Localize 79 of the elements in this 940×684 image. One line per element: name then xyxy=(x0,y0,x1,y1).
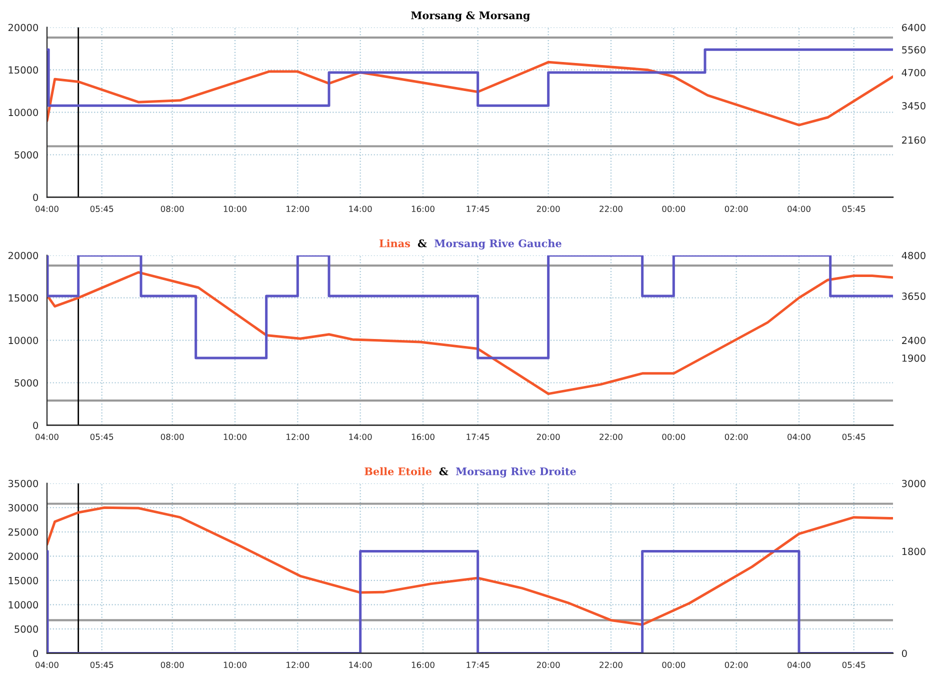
y-tick-label: 15000 xyxy=(8,66,38,74)
y-tick-label: 0 xyxy=(33,194,38,202)
x-tick-label: 00:00 xyxy=(662,434,686,440)
x-tick-label: 05:45 xyxy=(90,662,114,668)
y2-tick-label: 4700 xyxy=(902,68,926,76)
x-tick-label: 17:45 xyxy=(466,206,490,212)
x-tick-label: 02:00 xyxy=(724,434,748,440)
y-tick-label: 35000 xyxy=(8,480,38,488)
y-tick-label: 30000 xyxy=(8,504,38,512)
x-tick-label: 10:00 xyxy=(224,206,246,212)
x-tick-label: 12:00 xyxy=(286,206,310,212)
y-tick-label: 20000 xyxy=(8,552,38,560)
x-tick-label: 08:00 xyxy=(160,206,184,212)
x-tick-label: 22:00 xyxy=(600,434,622,440)
x-tick-label: 17:45 xyxy=(466,662,490,668)
x-tick-label: 14:00 xyxy=(349,434,372,440)
text: Linas xyxy=(379,239,410,248)
x-tick-label: 04:00 xyxy=(788,434,810,440)
y-tick-label: 0 xyxy=(33,422,38,430)
x-tick-label: 08:00 xyxy=(160,662,184,668)
x-tick-label: 08:00 xyxy=(160,434,184,440)
chart-title: & xyxy=(439,467,448,476)
y-tick-label: 10000 xyxy=(8,601,38,609)
text: Morsang Rive Droite xyxy=(456,467,576,478)
chart-title: & xyxy=(418,239,427,248)
y2-tick-label: 1800 xyxy=(902,548,926,556)
x-tick-label: 05:45 xyxy=(842,434,866,440)
series-label: Morsang Rive Gauche xyxy=(434,239,562,250)
y-tick-label: 10000 xyxy=(8,336,38,344)
y-tick-label: 5000 xyxy=(14,379,38,387)
x-tick-label: 04:00 xyxy=(788,662,810,668)
x-tick-label: 22:00 xyxy=(600,206,622,212)
y-tick-label: 25000 xyxy=(8,528,38,536)
y2-tick-label: 3450 xyxy=(902,102,926,110)
x-tick-label: 14:00 xyxy=(349,662,372,668)
x-tick-label: 10:00 xyxy=(224,662,246,668)
x-tick-label: 04:00 xyxy=(36,206,58,212)
y-tick-label: 5000 xyxy=(14,151,38,159)
x-tick-label: 05:45 xyxy=(90,434,114,440)
x-tick-label: 04:00 xyxy=(36,662,58,668)
x-tick-label: 00:00 xyxy=(662,662,686,668)
x-tick-label: 05:45 xyxy=(842,662,866,668)
x-tick-label: 12:00 xyxy=(286,662,310,668)
x-tick-label: 04:00 xyxy=(36,434,58,440)
y2-tick-label: 5560 xyxy=(902,46,926,54)
y2-tick-label: 6400 xyxy=(902,24,926,32)
x-tick-label: 14:00 xyxy=(349,206,372,212)
x-tick-label: 00:00 xyxy=(662,206,686,212)
y2-tick-label: 3000 xyxy=(902,480,926,488)
chart-title: Morsang & Morsang xyxy=(411,11,530,22)
x-tick-label: 04:00 xyxy=(788,206,810,212)
y-tick-label: 10000 xyxy=(8,108,38,116)
x-tick-label: 16:00 xyxy=(412,434,434,440)
x-tick-label: 05:45 xyxy=(842,206,866,212)
x-tick-label: 16:00 xyxy=(412,662,434,668)
y2-tick-label: 0 xyxy=(902,650,907,658)
y-tick-label: 20000 xyxy=(8,24,38,32)
y-tick-label: 15000 xyxy=(8,576,38,584)
x-tick-label: 20:00 xyxy=(536,206,560,212)
y2-tick-label: 2400 xyxy=(902,336,926,344)
y2-tick-label: 2160 xyxy=(902,136,926,144)
x-tick-label: 02:00 xyxy=(724,206,748,212)
y2-tick-label: 3650 xyxy=(902,292,926,300)
y2-tick-label: 1900 xyxy=(902,354,926,362)
y-tick-label: 20000 xyxy=(8,252,38,260)
y2-tick-label: 4800 xyxy=(902,252,926,260)
x-tick-label: 22:00 xyxy=(600,662,622,668)
y-tick-label: 0 xyxy=(33,650,38,658)
x-tick-label: 20:00 xyxy=(536,662,560,668)
x-tick-label: 02:00 xyxy=(724,662,748,668)
text: Belle Etoile xyxy=(364,467,432,476)
x-tick-label: 05:45 xyxy=(90,206,114,212)
x-tick-label: 12:00 xyxy=(286,434,310,440)
x-tick-label: 10:00 xyxy=(224,434,246,440)
x-tick-label: 17:45 xyxy=(466,434,490,440)
x-tick-label: 16:00 xyxy=(412,206,434,212)
y-tick-label: 15000 xyxy=(8,294,38,302)
y-tick-label: 5000 xyxy=(14,625,38,633)
x-tick-label: 20:00 xyxy=(536,434,560,440)
